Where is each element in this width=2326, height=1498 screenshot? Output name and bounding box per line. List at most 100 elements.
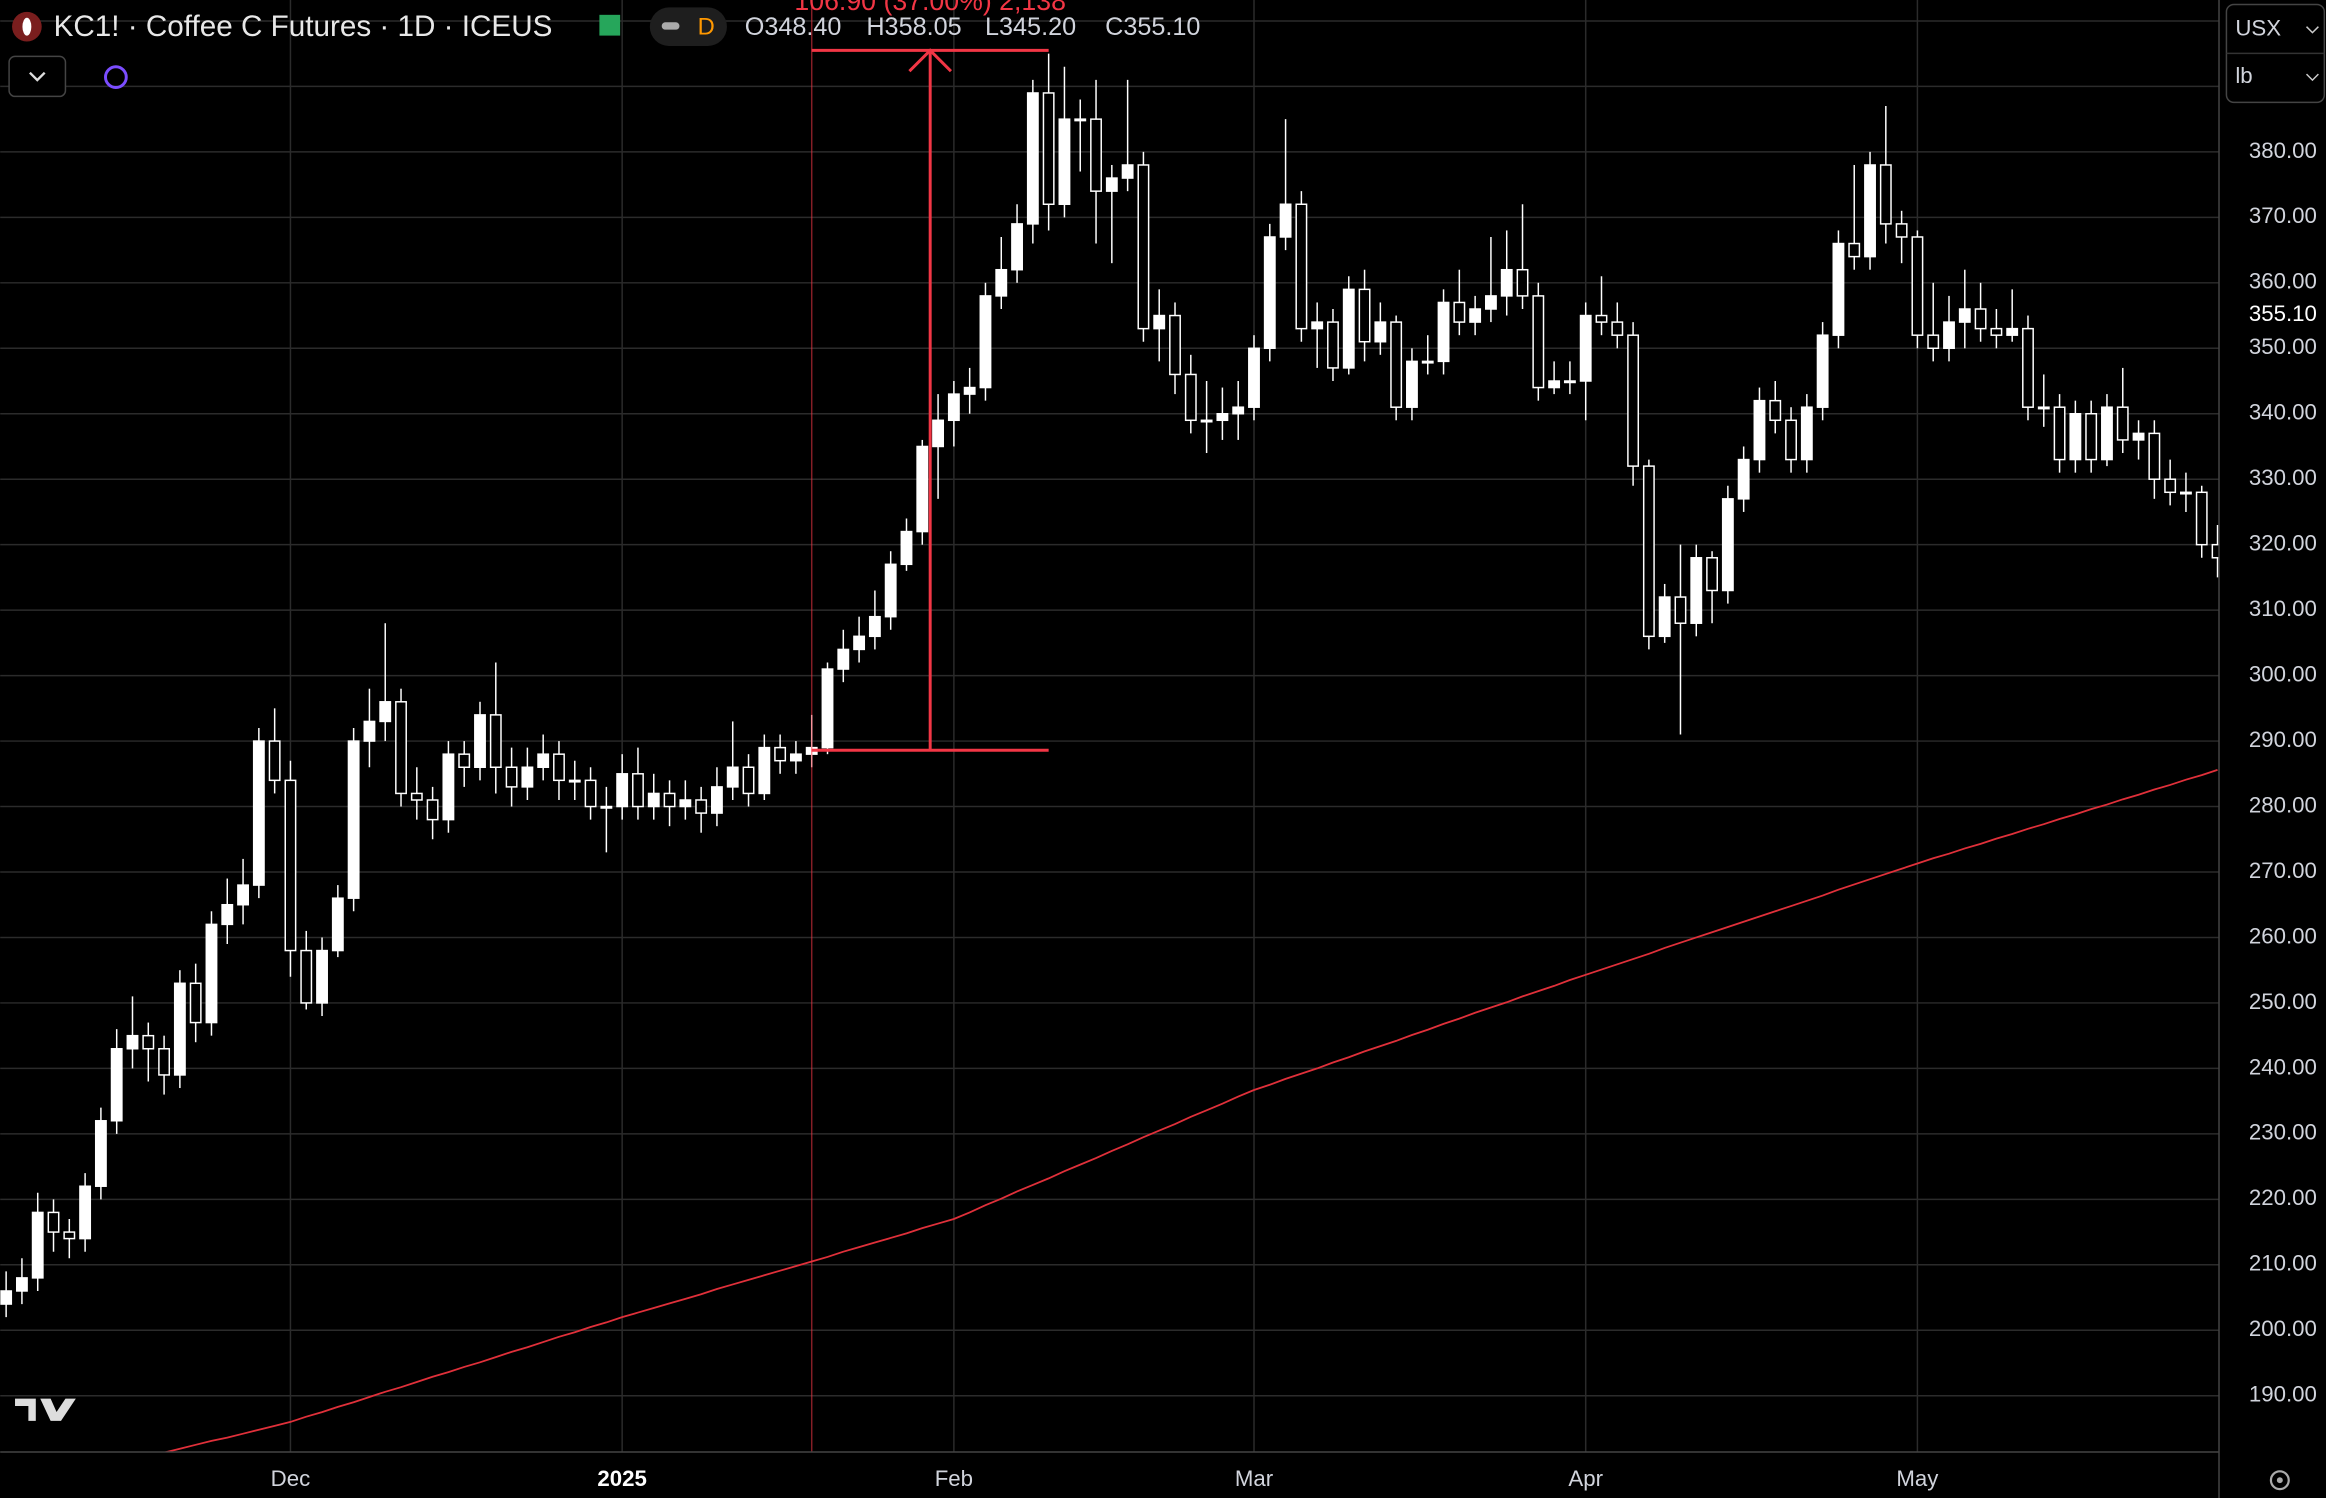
settings-icon[interactable] — [2269, 1470, 2290, 1491]
candle-body — [110, 1048, 123, 1122]
candle-body — [979, 295, 992, 389]
y-tick-label: 290.00 — [2249, 727, 2317, 752]
candle-body — [1406, 360, 1418, 408]
badge: D — [698, 14, 715, 40]
chevron — [2305, 26, 2319, 34]
candle-body — [458, 753, 471, 768]
candle-body — [1627, 334, 1640, 467]
settings-icon — [2276, 1477, 2283, 1484]
candle-body — [1169, 314, 1181, 376]
candle-body — [1200, 419, 1213, 423]
candle-body — [158, 1048, 171, 1076]
logo — [15, 1398, 76, 1421]
candle-body — [94, 1120, 107, 1187]
candle-body — [1958, 308, 1971, 323]
ohlc-open: O348.40 — [745, 13, 842, 41]
x-tick-label: 2025 — [597, 1466, 646, 1491]
candle-body — [252, 740, 265, 886]
collapse-button[interactable] — [8, 55, 67, 98]
y-tick-label: 300.00 — [2249, 661, 2317, 686]
candle-body — [1421, 360, 1434, 364]
candle-body — [1927, 334, 1940, 350]
y-tick-label: 370.00 — [2249, 203, 2317, 228]
candle-body — [316, 949, 328, 1004]
candle-body — [1642, 465, 1655, 638]
y-tick-label: 280.00 — [2249, 792, 2317, 817]
candle-body — [142, 1034, 155, 1050]
candle-body — [742, 766, 755, 795]
candle-body — [2148, 432, 2161, 480]
candle-body — [2006, 327, 2019, 336]
candle-body — [2085, 412, 2098, 461]
y-tick-label: 200.00 — [2249, 1316, 2317, 1341]
candle-body — [489, 714, 502, 768]
candle-body — [2101, 406, 2113, 461]
candle-body — [1658, 596, 1671, 638]
measure-label: 106.90 (37.00%) 2,138 — [794, 0, 1066, 16]
candle-body — [837, 648, 850, 670]
candle-body — [79, 1185, 92, 1240]
candle-body — [884, 563, 897, 618]
candle-body — [1058, 118, 1071, 205]
candle-body — [2116, 406, 2129, 441]
candle-body — [853, 635, 866, 651]
candle-body — [410, 792, 423, 801]
refresh-icon[interactable] — [104, 65, 128, 89]
ohlc-low: L345.20 — [985, 13, 1076, 41]
toggle[interactable] — [649, 7, 727, 46]
candle-body — [553, 753, 565, 782]
y-tick-label: 360.00 — [2249, 269, 2317, 294]
candle-body — [1453, 301, 1466, 323]
candle-body — [1279, 203, 1292, 238]
symbol-title: KC1! · Coffee C Futures · 1D · ICEUS — [54, 10, 553, 43]
y-tick-label: 190.00 — [2249, 1382, 2317, 1407]
chevron — [29, 71, 46, 82]
candle-body — [916, 445, 929, 533]
candle-body — [1390, 321, 1403, 408]
candle-body — [1090, 118, 1102, 192]
candle-body — [1532, 295, 1545, 389]
candle-body — [1358, 288, 1371, 343]
candle-body — [537, 753, 550, 768]
candle-body — [711, 786, 723, 814]
candle-body — [426, 799, 439, 821]
candle-body — [900, 530, 913, 566]
candle-body — [1137, 164, 1150, 330]
candle-body — [1706, 557, 1719, 592]
candle-body — [1500, 268, 1513, 297]
candle-body — [1990, 327, 2003, 336]
y-tick-label: 380.00 — [2249, 138, 2317, 163]
candle-body — [189, 982, 202, 1024]
candle-body — [600, 805, 613, 809]
candle-body — [331, 897, 344, 952]
candle-body — [1737, 458, 1750, 500]
candle-body — [1595, 314, 1608, 323]
y-tick-label: 350.00 — [2249, 334, 2317, 359]
candle-body — [2022, 327, 2034, 408]
candle-body — [1879, 164, 1892, 225]
candle-body — [1153, 314, 1166, 330]
candle-body — [2132, 432, 2145, 441]
candle-body — [695, 799, 708, 814]
candle-body — [1011, 223, 1023, 271]
ohlc-high: H358.05 — [866, 13, 961, 41]
candle-body — [616, 773, 629, 808]
candle-body — [758, 746, 771, 795]
x-tick-label: Apr — [1568, 1466, 1603, 1491]
candle-body — [15, 1277, 28, 1292]
candle-body — [1800, 406, 1813, 461]
candle-body — [2069, 412, 2082, 461]
candle-body — [1327, 321, 1339, 369]
candle-body — [1516, 268, 1529, 297]
y-tick-label: 320.00 — [2249, 531, 2317, 556]
candle-body — [1816, 334, 1829, 408]
candle-body — [663, 792, 676, 808]
measure-arrowhead — [908, 48, 952, 73]
candle-body — [789, 753, 802, 762]
symbol-icon — [22, 17, 32, 36]
last-price-box — [2224, 301, 2323, 329]
candle-body — [647, 792, 660, 808]
currency: USX — [2235, 16, 2281, 41]
ohlc-close: C355.10 — [1105, 13, 1200, 41]
